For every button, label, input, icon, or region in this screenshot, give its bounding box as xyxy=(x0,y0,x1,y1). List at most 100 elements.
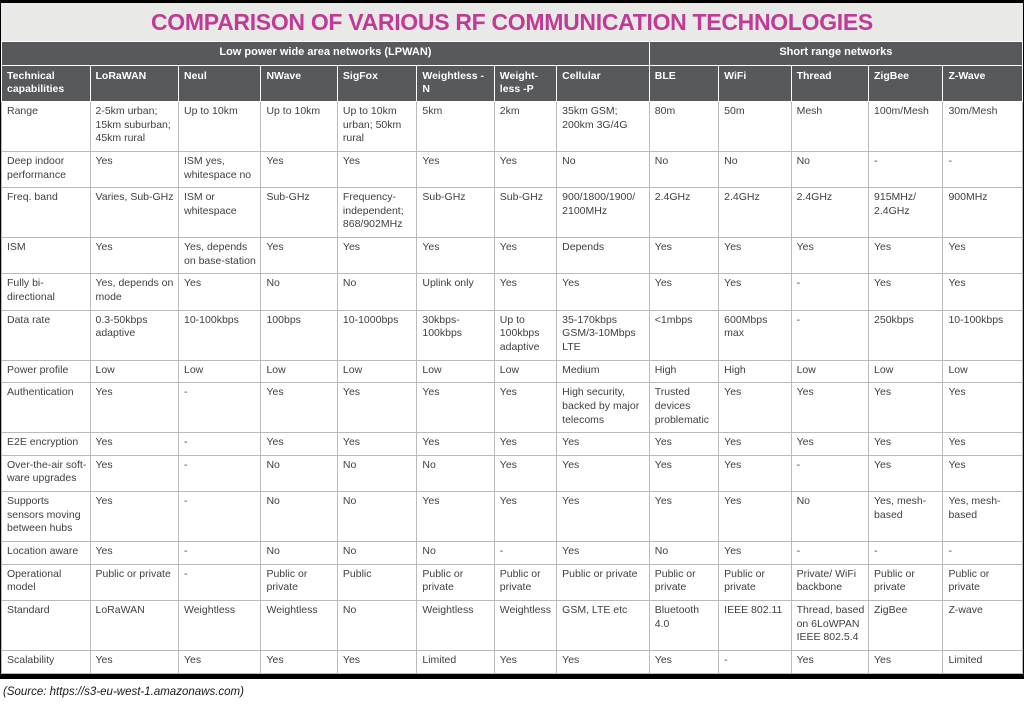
cell: Yes xyxy=(493,649,558,674)
cell: Yes xyxy=(556,273,650,311)
cell: 5km xyxy=(416,101,495,152)
cell: Public xyxy=(336,563,418,601)
table-head: Low power wide area networks (LPWAN) Shor… xyxy=(1,41,1024,103)
cell: 10-1000bps xyxy=(336,309,418,361)
table-row: E2E encryption Yes - Yes Yes Yes Yes Yes Yes Yes Y… xyxy=(1,432,1023,456)
cell: No xyxy=(260,541,338,565)
cell: 35-170kbps GSM/3-10Mbps LTE xyxy=(556,309,650,361)
cell: No xyxy=(790,150,870,189)
cell: Up to 100kbps adaptive xyxy=(493,309,558,361)
cell: Low xyxy=(868,359,944,384)
cell: Yes, mesh-based xyxy=(942,491,1023,543)
cell: Yes xyxy=(89,649,179,674)
cell: Frequency-independent; 868/902MHz xyxy=(336,187,418,239)
cell: 100m/Mesh xyxy=(868,101,944,152)
cell: Yes, mesh-based xyxy=(868,491,944,543)
table-row: Standard LoRaWAN Weightless Weightless No Wei… xyxy=(1,599,1023,651)
cell: Yes xyxy=(942,382,1023,434)
cell: No xyxy=(416,454,495,493)
cell: - xyxy=(868,541,944,565)
cell: - xyxy=(177,382,262,434)
column-header: Weightless -N xyxy=(416,64,495,103)
cell: Yes xyxy=(556,491,650,543)
cell: Yes xyxy=(416,491,495,543)
cell: High security, backed by major telecoms xyxy=(556,382,650,434)
cell: Low xyxy=(493,359,558,384)
cell: No xyxy=(336,454,418,493)
cell: IEEE 802.11 xyxy=(718,599,792,651)
cell: 600Mbps max xyxy=(718,309,792,361)
column-header: Technical capabilities xyxy=(1,64,91,103)
group-header-row: Low power wide area networks (LPWAN) Shor… xyxy=(1,41,1024,66)
column-header: Cellular xyxy=(556,64,650,103)
column-header: WiFi xyxy=(718,64,792,103)
column-header: Thread xyxy=(790,64,870,103)
group-header-0: Low power wide area networks (LPWAN) xyxy=(1,41,650,66)
cell: Yes xyxy=(868,454,944,493)
cell: Yes xyxy=(260,382,338,434)
row-label: Range xyxy=(1,101,91,152)
cell: Yes xyxy=(89,541,179,565)
cell: Yes xyxy=(336,237,418,275)
cell: Yes xyxy=(718,273,792,311)
cell: Weightless xyxy=(493,599,558,651)
cell: 2.4GHz xyxy=(718,187,792,239)
cell: - xyxy=(177,454,262,493)
column-header: ZigBee xyxy=(868,64,944,103)
cell: Public or private xyxy=(89,563,179,601)
cell: No xyxy=(260,273,338,311)
cell: Public or private xyxy=(868,563,944,601)
table-row: Data rate 0.3-50kbps adaptive 10-100kbps 10… xyxy=(1,309,1023,361)
cell: 2km xyxy=(493,101,558,152)
cell: Public or private xyxy=(416,563,495,601)
cell: 30kbps-100kbps xyxy=(416,309,495,361)
cell: 50m xyxy=(718,101,792,152)
row-label: Standard xyxy=(1,599,91,651)
cell: 30m/Mesh xyxy=(942,101,1023,152)
cell: - xyxy=(790,309,870,361)
cell: Z-wave xyxy=(942,599,1023,651)
cell: Private/ WiFi backbone xyxy=(790,563,870,601)
cell: Yes xyxy=(89,491,179,543)
cell: No xyxy=(648,150,720,189)
cell: Yes xyxy=(493,382,558,434)
cell: Public or private xyxy=(556,563,650,601)
cell: - xyxy=(177,563,262,601)
cell: Yes xyxy=(718,237,792,275)
row-label: E2E encryption xyxy=(1,432,91,456)
cell: Yes, depends on base-station xyxy=(177,237,262,275)
column-header: Weight-less -P xyxy=(493,64,558,103)
row-label: Over-the-air soft-ware upgrades xyxy=(1,454,91,493)
cell: Yes xyxy=(648,432,720,456)
source-note: (Source: https://s3-eu-west-1.amazonaws.… xyxy=(0,678,1024,698)
cell: GSM, LTE etc xyxy=(556,599,650,651)
table-row: Authentication Yes - Yes Yes Yes Yes High secur… xyxy=(1,382,1023,434)
cell: Up to 10km xyxy=(260,101,338,152)
cell: Limited xyxy=(942,649,1023,674)
table-body: Range 2-5km urban; 15km suburban; 45km ru… xyxy=(1,101,1023,674)
cell: Low xyxy=(336,359,418,384)
cell: LoRaWAN xyxy=(89,599,179,651)
cell: Yes xyxy=(648,649,720,674)
table-row: Supports sensors moving between hubs Yes -… xyxy=(1,491,1023,543)
cell: Yes xyxy=(942,237,1023,275)
cell: Yes xyxy=(177,273,262,311)
cell: No xyxy=(260,454,338,493)
cell: - xyxy=(177,491,262,543)
cell: Yes xyxy=(493,237,558,275)
cell: - xyxy=(790,273,870,311)
cell: No xyxy=(556,150,650,189)
table-row: Location aware Yes - No No No - Yes No Yes - - - xyxy=(1,541,1023,565)
cell: 2.4GHz xyxy=(790,187,870,239)
cell: - xyxy=(177,432,262,456)
cell: Yes xyxy=(868,382,944,434)
cell: Yes xyxy=(493,454,558,493)
rf-comparison-table: Low power wide area networks (LPWAN) Shor… xyxy=(1,41,1024,674)
cell: - xyxy=(942,150,1023,189)
cell: Yes, depends on mode xyxy=(89,273,179,311)
group-header-1: Short range networks xyxy=(648,41,1024,66)
cell: ISM yes, whitespace no xyxy=(177,150,262,189)
cell: Yes xyxy=(868,649,944,674)
cell: - xyxy=(942,541,1023,565)
table-row: ISM Yes Yes, depends on base-station Yes Yes… xyxy=(1,237,1023,275)
